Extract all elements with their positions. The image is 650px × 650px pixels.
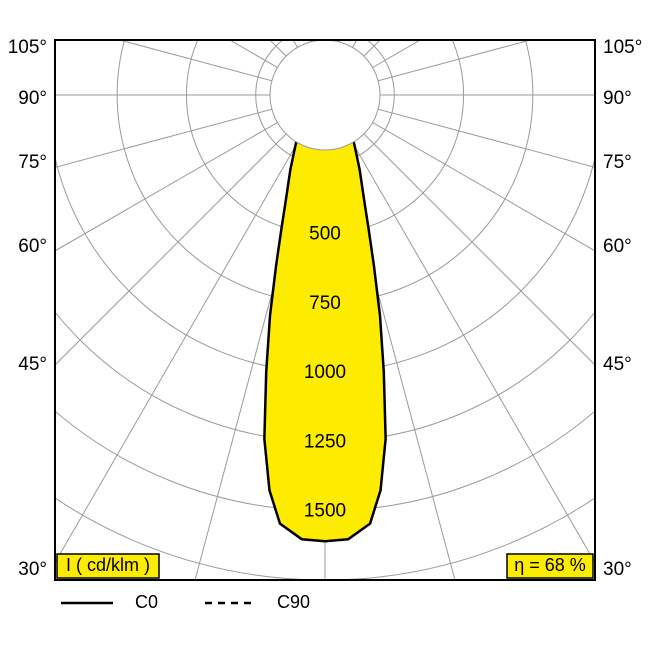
intensity-ring-label: 1250 (304, 431, 346, 452)
angle-tick-label-left: 75° (18, 152, 47, 173)
polar-light-distribution-chart: 500 750 1000 1250 1500 I ( cd/klm ) η = 68 % 30… (0, 0, 650, 650)
angle-tick-label-left: 30° (18, 559, 47, 580)
legend-label-c0: C0 (135, 592, 158, 612)
angle-tick-label-left: 45° (18, 354, 47, 375)
center-blank (270, 40, 380, 150)
angle-tick-label-left: 60° (18, 236, 47, 257)
angle-tick-label-left: 90° (18, 88, 47, 109)
angle-tick-label-right: 105° (603, 37, 642, 58)
angle-tick-label-right: 45° (603, 354, 632, 375)
angle-tick-label-left: 105° (8, 37, 47, 58)
angle-tick-label-right: 75° (603, 152, 632, 173)
angle-tick-label-right: 60° (603, 236, 632, 257)
legend-label-c90: C90 (277, 592, 310, 612)
angle-tick-label-right: 30° (603, 559, 632, 580)
intensity-ring-label: 1000 (304, 362, 346, 383)
eta-box-label: η = 68 % (514, 555, 586, 575)
unit-box-label: I ( cd/klm ) (66, 555, 150, 575)
intensity-ring-label: 500 (309, 224, 341, 245)
angle-tick-label-right: 90° (603, 88, 632, 109)
intensity-ring-label: 750 (309, 293, 341, 314)
intensity-ring-label: 1500 (304, 501, 346, 522)
